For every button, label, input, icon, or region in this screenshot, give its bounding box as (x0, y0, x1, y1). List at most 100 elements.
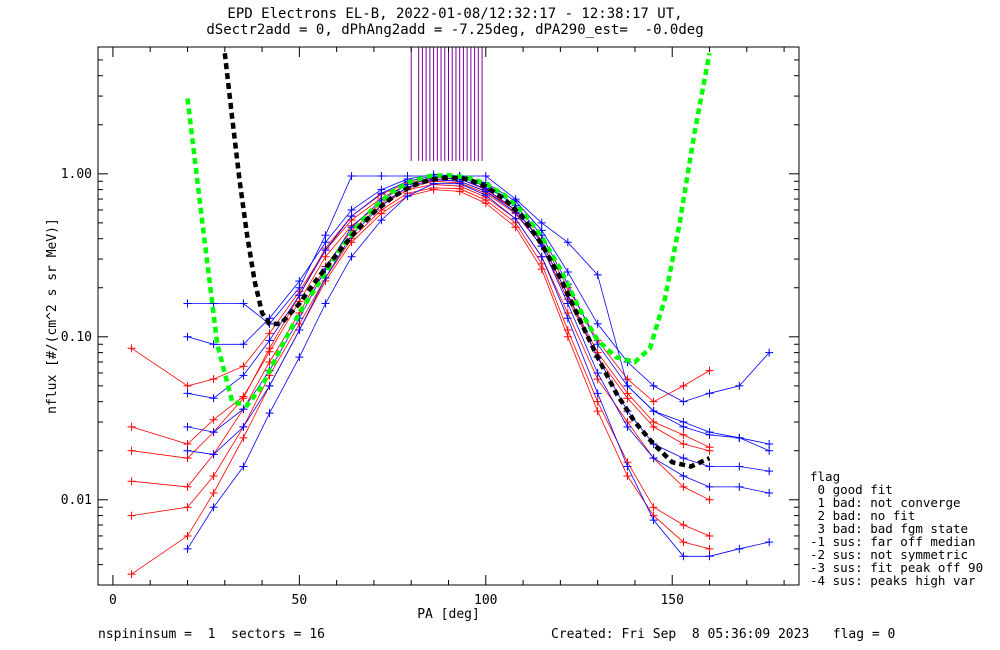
blue-point-marker (649, 516, 658, 525)
blue-point-marker (593, 389, 602, 398)
blue-point-marker (239, 462, 248, 471)
green-fit-curve (185, 52, 712, 408)
red-point-marker (705, 544, 714, 553)
blue-point-marker (679, 397, 688, 406)
blue-point-marker (735, 381, 744, 390)
red-point-marker (183, 439, 192, 448)
blue-point-marker (239, 422, 248, 431)
red-point-marker (705, 366, 714, 375)
blue-point-marker (481, 171, 490, 180)
red-point-marker (183, 482, 192, 491)
blue-point-marker (347, 171, 356, 180)
y-tick-label: 0.10 (61, 330, 92, 345)
blue-point-marker (537, 252, 546, 261)
blue-point-marker (239, 405, 248, 414)
red-point-marker (265, 344, 274, 353)
red-point-marker (679, 430, 688, 439)
red-point-marker (679, 538, 688, 547)
blue-point-marker (209, 394, 218, 403)
blue-point-marker (209, 340, 218, 349)
red-profile-line (131, 180, 710, 452)
blue-point-marker (537, 218, 546, 227)
spike-bundle (410, 47, 483, 161)
blue-point-marker (347, 252, 356, 261)
red-point-marker (265, 329, 274, 338)
blue-point-marker (563, 267, 572, 276)
red-point-marker (705, 495, 714, 504)
red-point-marker (183, 531, 192, 540)
blue-point-marker (183, 544, 192, 553)
y-tick-label: 0.01 (61, 493, 92, 508)
red-point-marker (127, 511, 136, 520)
legend-entry-fit-peak-off-90: -3 sus: fit peak off 90 (810, 560, 984, 575)
blue-point-marker (183, 332, 192, 341)
red-point-marker (239, 362, 248, 371)
red-point-marker (679, 482, 688, 491)
blue-point-marker (511, 214, 520, 223)
red-point-marker (593, 397, 602, 406)
legend-entry-not-converge: 1 bad: not converge (810, 495, 961, 510)
legend-title: flag (810, 469, 841, 484)
blue-point-marker (295, 291, 304, 300)
red-point-marker (209, 471, 218, 480)
red-point-marker (649, 503, 658, 512)
red-point-marker (127, 446, 136, 455)
red-point-marker (649, 418, 658, 427)
blue-profiles (183, 170, 774, 561)
y-tick-label: 1.00 (61, 167, 92, 182)
red-point-marker (209, 415, 218, 424)
blue-point-marker (563, 314, 572, 323)
red-point-marker (649, 397, 658, 406)
legend-entry-no-fit: 2 bad: no fit (810, 508, 916, 523)
blue-point-marker (347, 205, 356, 214)
red-point-marker (455, 187, 464, 196)
red-point-marker (705, 531, 714, 540)
blue-point-marker (295, 353, 304, 362)
blue-point-marker (265, 381, 274, 390)
blue-point-marker (377, 185, 386, 194)
blue-point-marker (183, 422, 192, 431)
red-point-marker (183, 454, 192, 463)
red-point-marker (563, 332, 572, 341)
blue-point-marker (377, 216, 386, 225)
red-point-marker (679, 521, 688, 530)
red-profile-line (131, 189, 710, 575)
blue-point-marker (321, 231, 330, 240)
legend-entry-bad-fgm-state: 3 bad: bad fgm state (810, 521, 969, 536)
x-tick-label: 150 (660, 593, 683, 608)
red-point-marker (127, 344, 136, 353)
red-point-marker (623, 389, 632, 398)
black-fit-curve (222, 52, 711, 469)
blue-point-marker (649, 454, 658, 463)
blue-point-marker (735, 544, 744, 553)
blue-point-marker (679, 454, 688, 463)
chart-title-line1: EPD Electrons EL-B, 2022-01-08/12:32:17 … (227, 6, 683, 22)
blue-point-marker (705, 552, 714, 561)
red-point-marker (623, 375, 632, 384)
blue-point-marker (679, 422, 688, 431)
blue-point-marker (403, 192, 412, 201)
blue-point-marker (593, 270, 602, 279)
blue-point-marker (593, 319, 602, 328)
blue-point-marker (321, 246, 330, 255)
blue-point-marker (209, 428, 218, 437)
red-point-marker (511, 223, 520, 232)
blue-point-marker (209, 450, 218, 459)
blue-point-marker (649, 407, 658, 416)
red-point-marker (183, 503, 192, 512)
blue-point-marker (295, 283, 304, 292)
chart-title-line2: dSectr2add = 0, dPhAng2add = -7.25deg, d… (206, 22, 704, 38)
x-axis-label: PA [deg] (417, 607, 480, 622)
blue-point-marker (295, 276, 304, 285)
footer-info-right: Created: Fri Sep 8 05:36:09 2023 flag = … (551, 627, 896, 642)
blue-point-marker (563, 238, 572, 247)
red-profiles (127, 173, 714, 579)
blue-point-marker (765, 446, 774, 455)
blue-point-marker (735, 482, 744, 491)
footer-info-left: nspininsum = 1 sectors = 16 (98, 627, 325, 642)
blue-point-marker (377, 171, 386, 180)
red-point-marker (183, 381, 192, 390)
blue-point-marker (679, 471, 688, 480)
blue-point-marker (623, 381, 632, 390)
